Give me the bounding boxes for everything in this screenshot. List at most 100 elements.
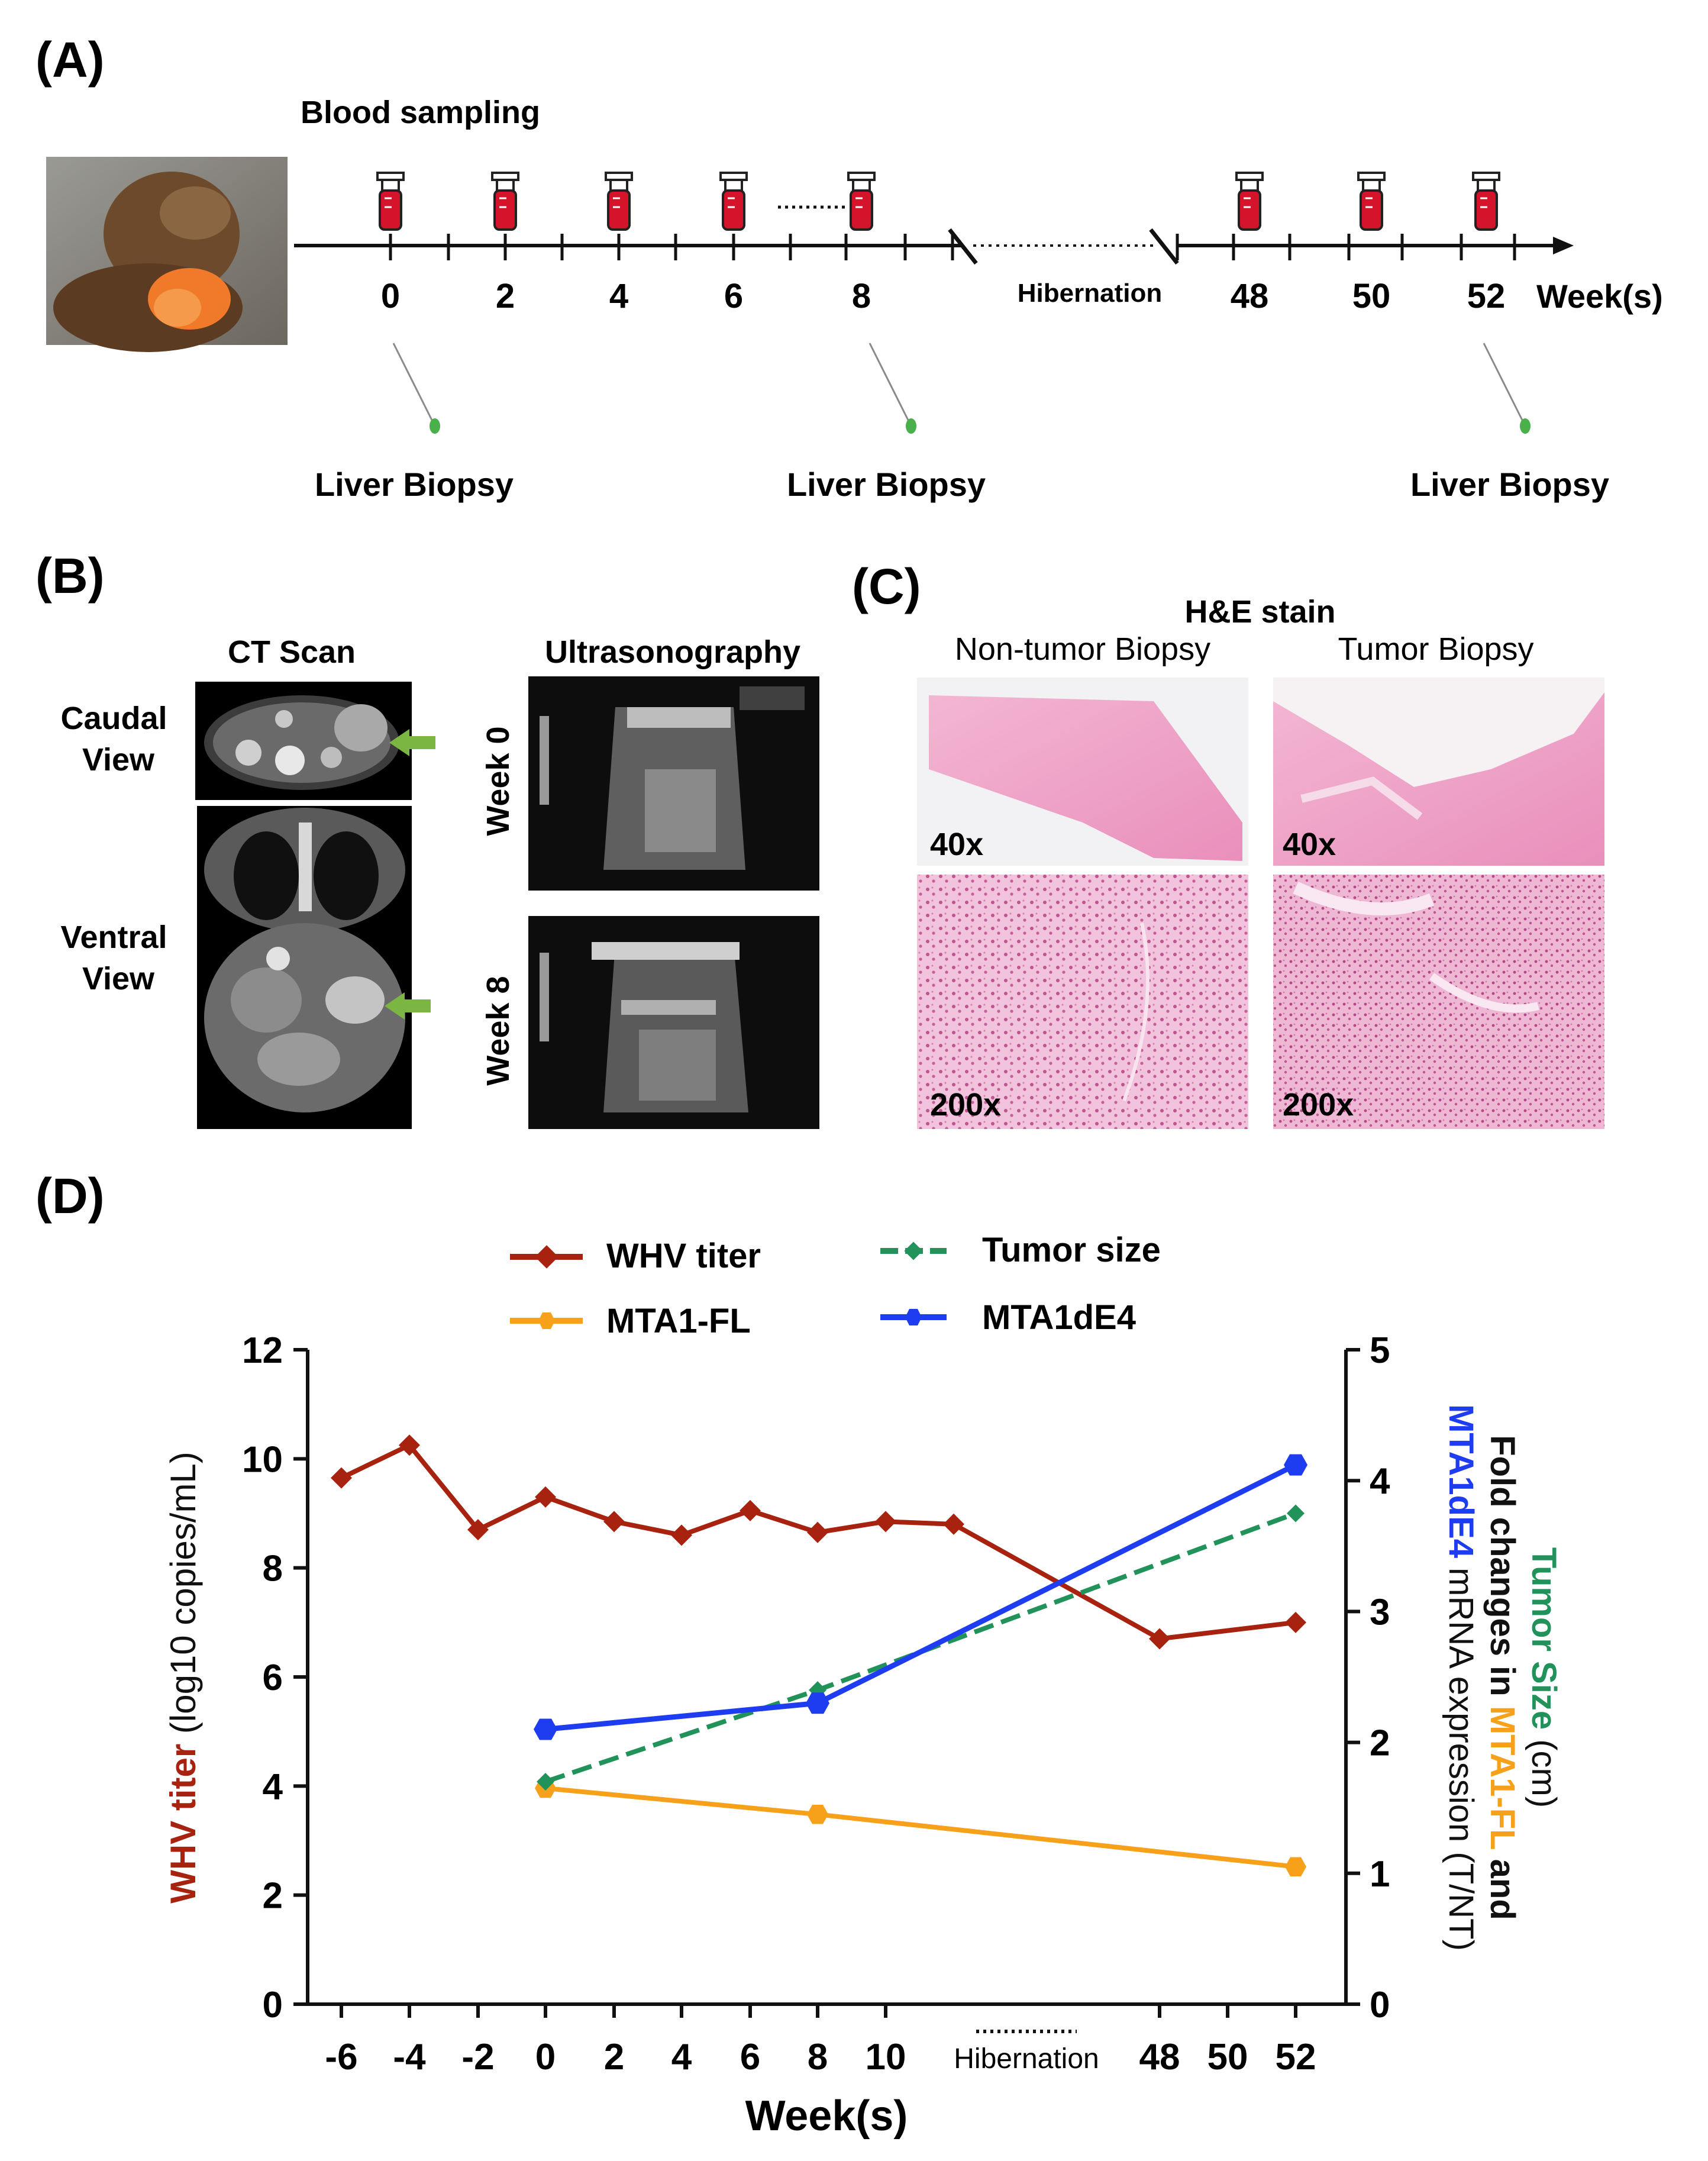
x-tick-label: 50 bbox=[1207, 2037, 1248, 2078]
series-mta1de4 bbox=[534, 1454, 1307, 1740]
week-label-48: 48 bbox=[1231, 277, 1269, 315]
panel-c: (C) H&E stain Non-tumor Biopsy Tumor Bio… bbox=[852, 559, 1604, 1129]
blood-tube-icon bbox=[719, 172, 748, 231]
timeline-arrowhead bbox=[1553, 237, 1574, 254]
left-y-tick-label: 6 bbox=[263, 1657, 283, 1698]
tube-body bbox=[1360, 189, 1383, 231]
right-y-axis-title-line2: Fold changes in MTA1-FL and bbox=[1483, 1435, 1522, 1920]
series-line bbox=[545, 1786, 1296, 1869]
week-label-4: 4 bbox=[609, 277, 628, 315]
left-y-ticks: 0 2 4 6 8 10 12 bbox=[242, 1330, 308, 2025]
ventral-arrow-icon bbox=[385, 992, 431, 1020]
mag-200x-left: 200x bbox=[930, 1087, 1001, 1123]
he-tumor-40x: 40x bbox=[1273, 678, 1604, 866]
series-mta1-fl bbox=[535, 1778, 1306, 1876]
ct-ventral-image bbox=[197, 806, 412, 1129]
left-y-tick-label: 8 bbox=[263, 1549, 283, 1589]
week0-label: Week 0 bbox=[480, 726, 516, 836]
x-tick-label: 52 bbox=[1276, 2037, 1316, 2078]
week-label-0: 0 bbox=[381, 277, 400, 315]
he-tumor-200x: 200x bbox=[1273, 875, 1604, 1129]
blood-tube-icon bbox=[1235, 172, 1264, 231]
data-point bbox=[807, 1521, 828, 1543]
week-unit-label: Week(s) bbox=[1536, 278, 1663, 315]
week-label-2: 2 bbox=[496, 277, 515, 315]
week-label-6: 6 bbox=[724, 277, 743, 315]
ultrasonography-title: Ultrasonography bbox=[545, 634, 800, 670]
x-tick-label: 2 bbox=[604, 2037, 624, 2078]
x-tick-label: 6 bbox=[740, 2037, 760, 2078]
data-point bbox=[1285, 1857, 1306, 1876]
needle-shaft bbox=[392, 343, 433, 421]
needle-hub bbox=[1520, 418, 1531, 434]
data-point bbox=[1285, 1611, 1306, 1633]
blood-tube-icon bbox=[491, 172, 519, 231]
data-point bbox=[671, 1524, 692, 1546]
panel-a: (A) Blood sampling 0 2 4 6 8 48 50 52 Hibernati… bbox=[35, 32, 1663, 503]
mag-200x-right: 200x bbox=[1283, 1087, 1354, 1123]
right-y-tick-label: 5 bbox=[1370, 1330, 1390, 1371]
data-point bbox=[467, 1519, 489, 1541]
x-ticks: -6 -4 -2 0 2 4 6 8 10 48 50 52 bbox=[325, 2004, 1316, 2078]
hibernation-label: Hibernation bbox=[1018, 279, 1162, 308]
right-y-axis-title-line3: MTA1dE4 mRNA expression (T/NT) bbox=[1442, 1404, 1480, 1951]
x-tick-label: 0 bbox=[535, 2037, 556, 2078]
blood-tubes bbox=[376, 172, 1500, 231]
needle-shaft bbox=[868, 343, 909, 421]
right-y-tick-label: 0 bbox=[1370, 1985, 1390, 2025]
data-point bbox=[740, 1499, 761, 1521]
x-tick-label: -6 bbox=[325, 2037, 357, 2078]
timeline-ticks bbox=[389, 234, 1516, 260]
tube-body bbox=[850, 189, 873, 231]
data-point bbox=[807, 1805, 828, 1824]
blood-tube-icon bbox=[376, 172, 405, 231]
series-line bbox=[340, 1442, 1296, 1641]
he-stain-title: H&E stain bbox=[1184, 594, 1335, 630]
legend-tumor: Tumor size bbox=[880, 1231, 1161, 1269]
chart-axes bbox=[306, 1350, 1348, 2006]
legend-mta1fl: MTA1-FL bbox=[510, 1302, 751, 1340]
x-tick-label: -2 bbox=[461, 2037, 494, 2078]
series-line bbox=[544, 1511, 1297, 1784]
week8-label: Week 8 bbox=[480, 976, 516, 1085]
data-point bbox=[1284, 1454, 1307, 1476]
legend-mta1de4: MTA1dE4 bbox=[880, 1298, 1136, 1337]
left-y-tick-label: 4 bbox=[263, 1766, 283, 1807]
timeline-week-labels: 0 2 4 6 8 48 50 52 bbox=[381, 277, 1505, 315]
mag-40x-right: 40x bbox=[1283, 827, 1336, 862]
ventral-view-label: Ventral View bbox=[60, 920, 176, 996]
x-tick-label: -4 bbox=[393, 2037, 426, 2078]
legend-mta1de4-label: MTA1dE4 bbox=[982, 1298, 1136, 1337]
tube-body bbox=[1474, 189, 1498, 231]
right-y-tick-label: 3 bbox=[1370, 1592, 1390, 1633]
needle-shaft bbox=[1483, 343, 1523, 421]
data-point bbox=[535, 1486, 556, 1508]
he-non-tumor-40x: 40x bbox=[917, 678, 1248, 866]
series-tumor-size bbox=[537, 1504, 1305, 1791]
legend-tumor-label: Tumor size bbox=[982, 1231, 1161, 1269]
x-tick-label: 4 bbox=[671, 2037, 692, 2078]
biopsy-needle-icon bbox=[392, 343, 440, 434]
non-tumor-biopsy-title: Non-tumor Biopsy bbox=[955, 631, 1210, 667]
left-y-tick-label: 10 bbox=[242, 1439, 283, 1480]
blood-tube-icon bbox=[1472, 172, 1500, 231]
liver-biopsy-1: Liver Biopsy bbox=[315, 466, 514, 503]
x-axis-title: Week(s) bbox=[745, 2092, 908, 2140]
panel-a-label: (A) bbox=[35, 32, 105, 88]
ct-scan-title: CT Scan bbox=[228, 634, 356, 670]
blood-sampling-label: Blood sampling bbox=[301, 95, 540, 130]
x-tick-label: 48 bbox=[1139, 2037, 1180, 2078]
needle-hub bbox=[430, 418, 440, 434]
right-y-tick-label: 4 bbox=[1370, 1461, 1390, 1502]
right-y-tick-label: 1 bbox=[1370, 1854, 1390, 1895]
woodchuck-photo bbox=[46, 157, 288, 352]
week-label-8: 8 bbox=[852, 277, 871, 315]
tube-body bbox=[1238, 189, 1261, 231]
panel-b-label: (B) bbox=[35, 548, 105, 604]
right-y-ticks: 0 1 2 3 4 5 bbox=[1346, 1330, 1390, 2025]
panel-c-label: (C) bbox=[852, 559, 921, 614]
tube-body bbox=[607, 189, 631, 231]
biopsy-needles bbox=[392, 343, 1531, 434]
ultrasound-week8-image bbox=[528, 916, 819, 1129]
x-hibernation-label: Hibernation bbox=[954, 2043, 1099, 2075]
